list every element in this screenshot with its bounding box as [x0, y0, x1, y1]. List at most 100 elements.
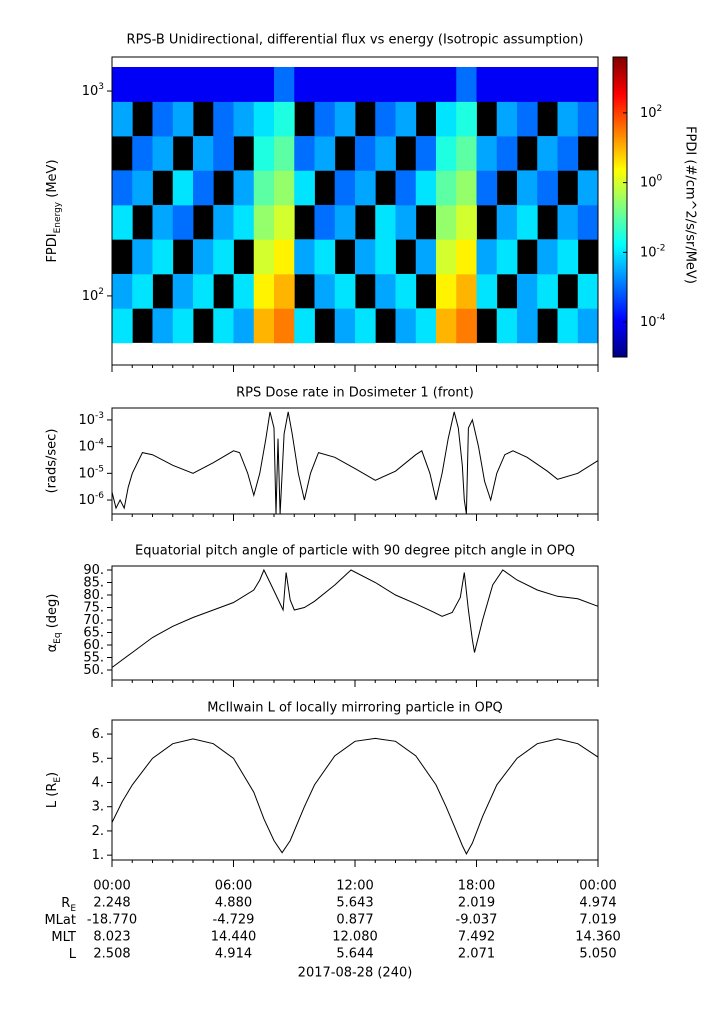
x-tick-label: 06:00: [215, 879, 252, 894]
flux-cell: [112, 204, 133, 240]
flux-cell: [557, 239, 579, 275]
colorbar-step: [613, 59, 627, 63]
colorbar-step: [613, 242, 627, 245]
flux-cell: [436, 170, 457, 206]
colorbar-step: [613, 99, 627, 103]
colorbar-step: [613, 312, 627, 315]
plot-frame: [111, 407, 599, 515]
colorbar-step: [613, 299, 627, 303]
flux-cell: [294, 239, 315, 275]
colorbar-step: [613, 327, 627, 330]
colorbar-tick-label-part: 2: [657, 103, 663, 113]
flux-cell: [456, 136, 477, 171]
ephemeris-value: 4.974: [579, 896, 616, 911]
colorbar-step: [613, 159, 627, 163]
flux-cell: [577, 273, 599, 309]
flux-cell: [274, 170, 295, 206]
colorbar-step: [613, 134, 627, 138]
colorbar-step: [613, 109, 627, 113]
colorbar-step: [613, 254, 627, 258]
colorbar-step: [613, 324, 627, 328]
colorbar-step: [613, 202, 627, 205]
y-axis-label: FPDIEnergy (MeV): [45, 159, 63, 262]
flux-cell: [152, 101, 174, 137]
colorbar-step: [613, 232, 627, 235]
flux-cell: [456, 308, 477, 344]
panel-title: RPS Dose rate in Dosimeter 1 (front): [236, 386, 474, 401]
flux-cell: [253, 67, 275, 102]
colorbar-step: [613, 234, 627, 238]
flux-cell: [557, 136, 579, 171]
y-axis-label-part: (MeV): [45, 159, 60, 201]
y-tick-label-part: -5: [95, 464, 104, 474]
y-axis-label-part: Energy: [53, 201, 63, 233]
colorbar-step: [613, 179, 627, 183]
y-tick-label: 10-6: [78, 491, 104, 508]
flux-cell: [213, 136, 234, 171]
y-tick-label: 2.: [92, 823, 104, 838]
flux-cell: [496, 239, 518, 275]
y-tick-label-part: 6.: [92, 727, 104, 742]
flux-cell: [355, 308, 376, 344]
flux-cell: [476, 273, 498, 309]
flux-cell: [112, 101, 133, 137]
x-axis-label: 2017-08-28 (240): [298, 966, 413, 981]
colorbar-step: [613, 149, 627, 153]
ephemeris-label-part: E: [70, 904, 76, 914]
y-tick-label: 10-4: [78, 437, 104, 454]
flux-cell: [213, 67, 234, 102]
colorbar-step: [613, 279, 627, 283]
flux-cell: [233, 170, 255, 206]
ephemeris-value: 8.023: [93, 930, 130, 945]
flux-cell: [476, 239, 498, 275]
colorbar-step: [613, 129, 627, 133]
colorbar-step: [613, 154, 627, 158]
flux-cell: [476, 170, 498, 206]
colorbar-step: [613, 137, 627, 140]
colorbar-frame: [612, 56, 628, 358]
colorbar-step: [613, 127, 627, 130]
colorbar-tick-label: 100: [640, 173, 663, 190]
colorbar-step: [613, 84, 627, 88]
y-tick-label: 85.: [83, 575, 104, 590]
colorbar-step: [613, 147, 627, 150]
y-tick-label-part: 90.: [83, 563, 104, 578]
colorbar-step: [613, 122, 627, 125]
flux-cell: [557, 67, 579, 102]
colorbar-step: [613, 119, 627, 123]
panel-title: RPS-B Unidirectional, differential flux …: [127, 33, 584, 48]
y-tick-label: 50.: [83, 663, 104, 678]
y-tick-label-part: 10: [82, 288, 99, 303]
colorbar-step: [613, 347, 627, 350]
flux-cell: [577, 170, 599, 206]
ephemeris-value: -4.729: [213, 913, 255, 928]
flux-cell: [253, 101, 275, 137]
colorbar-step: [613, 117, 627, 120]
flux-cell: [334, 67, 356, 102]
flux-cell: [314, 67, 336, 102]
y-tick-label-part: 75.: [83, 600, 104, 615]
ephemeris-label-part: L: [69, 947, 77, 962]
y-tick-label-part: -6: [95, 491, 104, 501]
y-tick-label: 10-5: [78, 464, 104, 481]
colorbar-step: [613, 229, 627, 233]
flux-cell: [172, 273, 194, 309]
colorbar-step: [613, 177, 627, 180]
flux-cell: [334, 204, 356, 240]
flux-cell: [456, 239, 477, 275]
colorbar-step: [613, 322, 627, 325]
colorbar-step: [613, 169, 627, 173]
y-tick-label-part: 10: [82, 84, 99, 99]
y-tick-label: 103: [82, 82, 104, 99]
flux-cell: [152, 204, 174, 240]
flux-cell: [395, 67, 417, 102]
flux-cell: [355, 67, 376, 102]
flux-cell: [456, 170, 477, 206]
colorbar-step: [613, 319, 627, 323]
colorbar-step: [613, 269, 627, 273]
colorbar-tick-label-part: 0: [657, 173, 663, 183]
colorbar-step: [613, 152, 627, 155]
colorbar-step: [613, 222, 627, 225]
y-tick-label-part: 65.: [83, 625, 104, 640]
flux-cell: [314, 273, 336, 309]
